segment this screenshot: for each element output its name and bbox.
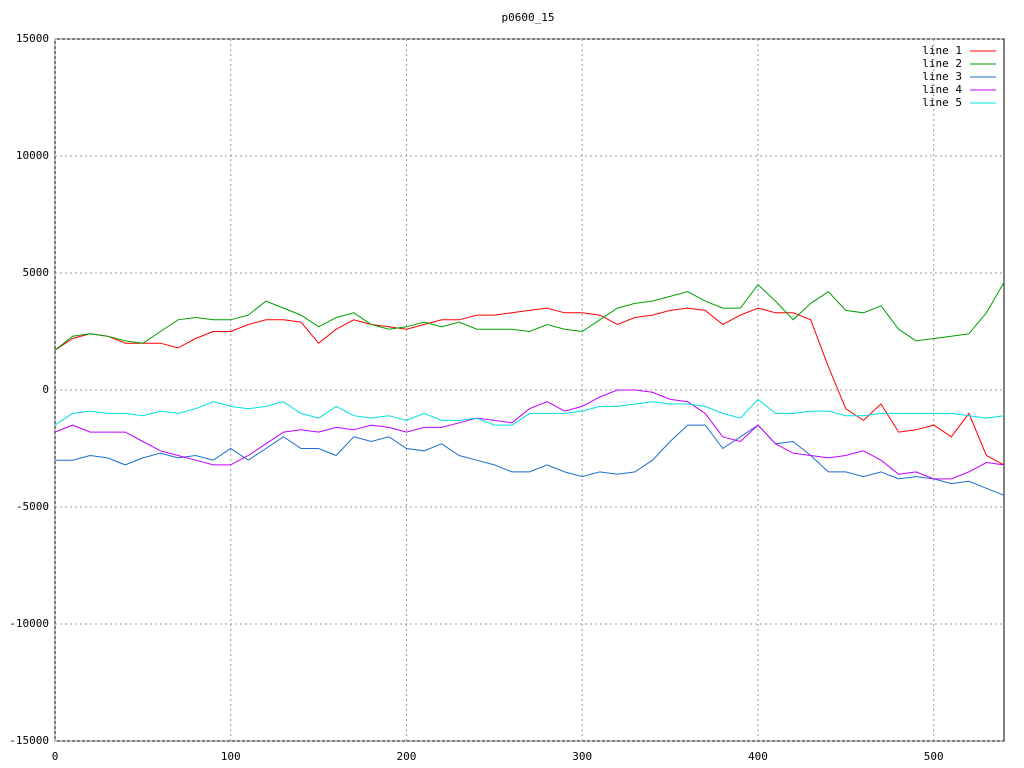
x-tick-label: 300 — [572, 750, 592, 763]
x-tick-label: 200 — [397, 750, 417, 763]
series-line — [54, 307, 1005, 466]
legend-label: line 4 — [922, 83, 962, 96]
x-tick-label: 500 — [924, 750, 944, 763]
y-tick-label: -10000 — [9, 617, 49, 630]
series-line — [54, 398, 1005, 426]
series-line — [54, 389, 1005, 480]
y-tick-label: 0 — [42, 383, 49, 396]
y-tick-label: 10000 — [16, 149, 49, 162]
x-tick-label: 0 — [52, 750, 59, 763]
y-tick-label: 5000 — [23, 266, 50, 279]
series-line — [54, 282, 1005, 351]
x-tick-label: 100 — [221, 750, 241, 763]
legend-label: line 2 — [922, 57, 962, 70]
chart-title: p0600_15 — [502, 11, 555, 24]
legend-label: line 5 — [922, 96, 962, 109]
legend-label: line 3 — [922, 70, 962, 83]
y-tick-label: -15000 — [9, 734, 49, 747]
x-tick-label: 400 — [748, 750, 768, 763]
y-tick-label: 15000 — [16, 32, 49, 45]
series-line — [55, 424, 1005, 496]
y-tick-label: -5000 — [16, 500, 49, 513]
legend-label: line 1 — [922, 44, 962, 57]
